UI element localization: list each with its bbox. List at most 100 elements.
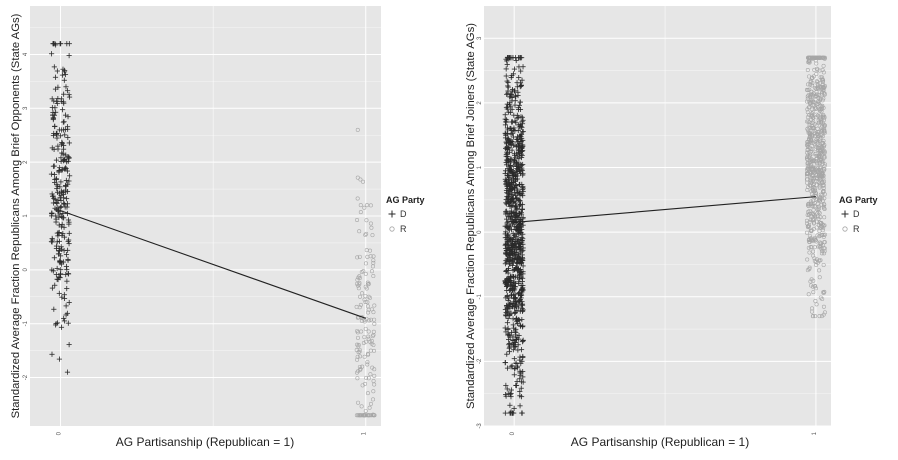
data-point-R (807, 60, 812, 65)
data-point-D (514, 299, 520, 305)
y-tick-label: -1 (477, 293, 483, 299)
data-point-D (504, 137, 511, 143)
data-point-D (60, 215, 66, 221)
data-point-D (505, 219, 511, 225)
data-point-R (363, 294, 368, 299)
data-point-R (370, 334, 375, 339)
data-point-D (507, 273, 513, 280)
data-point-R (822, 240, 827, 245)
data-point-R (822, 154, 827, 159)
data-point-D (66, 230, 72, 236)
data-point-D (512, 142, 518, 148)
data-point-R (813, 298, 818, 303)
data-point-R (813, 191, 818, 196)
data-point-R (813, 215, 818, 220)
data-point-D (507, 109, 513, 116)
data-point-R (822, 179, 827, 184)
data-point-D (504, 61, 510, 68)
data-point-D (512, 102, 518, 108)
y-tick-label: -3 (477, 423, 483, 429)
data-point-R (817, 268, 822, 273)
data-point-R (811, 314, 816, 319)
data-point-R (809, 123, 814, 128)
data-point-D (513, 168, 520, 174)
data-point-R (368, 372, 373, 377)
data-point-R (816, 101, 821, 106)
data-point-D (520, 128, 526, 135)
data-point-D (514, 186, 520, 192)
data-point-D (53, 131, 59, 137)
data-point-R (812, 55, 817, 60)
data-point-R (356, 400, 361, 405)
data-point-R (817, 169, 822, 174)
data-point-R (817, 155, 822, 160)
data-point-D (520, 353, 526, 360)
data-point-D (517, 322, 523, 328)
data-point-D (512, 118, 518, 124)
data-point-D (59, 150, 65, 156)
data-point-R (820, 296, 825, 301)
data-point-D (513, 326, 519, 332)
data-point-D (503, 279, 509, 285)
data-point-D (62, 132, 68, 138)
data-point-R (357, 413, 362, 418)
data-point-R (822, 56, 827, 61)
data-point-D (502, 359, 509, 366)
data-point-R (818, 233, 823, 238)
data-point-D (506, 173, 512, 179)
y-tick-label: 1 (23, 214, 29, 218)
data-point-D (517, 149, 523, 155)
data-point-R (365, 391, 370, 396)
data-point-R (821, 140, 826, 145)
data-point-D (64, 41, 70, 47)
data-point-D (504, 302, 510, 309)
legend: AG Party DR (386, 195, 425, 234)
data-point-R (818, 103, 823, 108)
data-point-D (516, 102, 522, 108)
data-point-R (805, 110, 810, 115)
data-point-R (821, 206, 826, 211)
data-point-D (57, 275, 63, 281)
x-axis-title: AG Partisanship (Republican = 1) (116, 435, 294, 449)
data-point-R (363, 408, 368, 413)
data-point-R (358, 354, 363, 359)
data-point-D (505, 191, 511, 197)
data-point-D (514, 307, 520, 314)
data-point-D (57, 133, 63, 139)
data-point-R (810, 140, 815, 145)
data-point-R (816, 210, 821, 215)
data-point-D (504, 154, 510, 160)
data-point-R (819, 118, 824, 123)
data-point-D (515, 266, 522, 273)
legend: AG Party DR (839, 195, 878, 234)
data-point-D (519, 302, 526, 308)
data-point-D (66, 94, 73, 100)
data-point-R (818, 241, 823, 246)
data-point-R (821, 130, 826, 135)
data-point-D (514, 160, 520, 166)
data-point-D (52, 282, 58, 288)
data-point-D (517, 272, 523, 278)
data-point-D (57, 184, 63, 190)
data-point-D (65, 181, 71, 187)
data-point-D (59, 294, 65, 300)
data-point-D (59, 221, 65, 227)
data-point-R (819, 77, 824, 82)
data-point-D (518, 68, 524, 74)
data-point-R (814, 71, 819, 76)
data-point-R (816, 154, 821, 159)
data-point-R (811, 278, 816, 283)
y-tick-label: -2 (23, 374, 29, 380)
data-point-D (520, 142, 526, 148)
data-point-D (59, 166, 65, 173)
data-point-D (66, 140, 72, 146)
data-point-R (366, 282, 371, 287)
data-point-R (371, 260, 376, 265)
data-point-D (519, 316, 525, 323)
data-point-R (811, 208, 816, 213)
data-point-R (815, 113, 820, 118)
data-point-D (511, 88, 517, 94)
legend-entry-D: D (388, 209, 407, 219)
data-point-R (808, 132, 813, 137)
data-point-D (51, 255, 57, 261)
